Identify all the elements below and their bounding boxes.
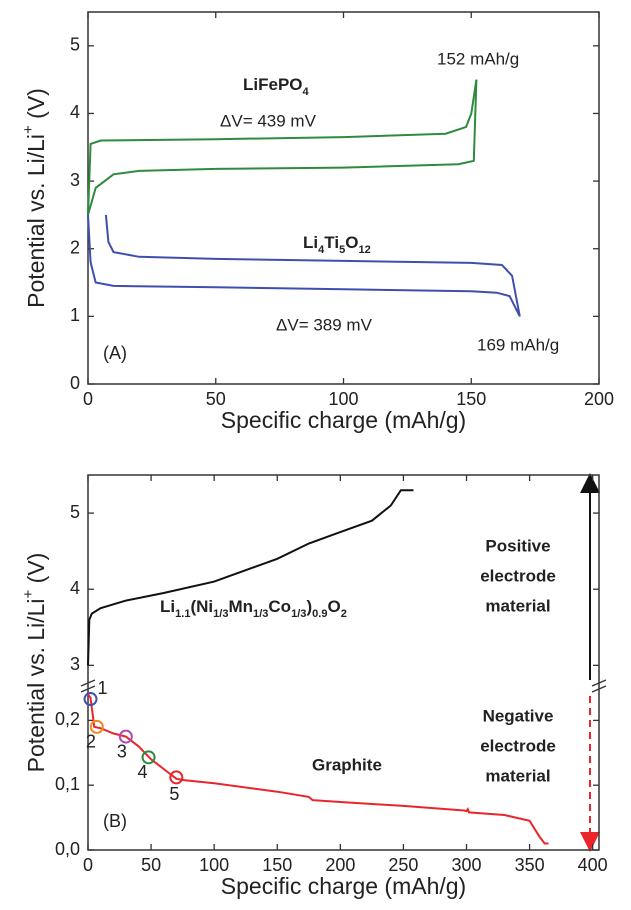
- x-tick-label: 150: [456, 389, 486, 409]
- annotation: Negative: [483, 706, 554, 725]
- x-tick-label: 100: [199, 855, 229, 875]
- text-run: (V): [23, 88, 49, 125]
- point-marker: [118, 729, 133, 744]
- text-run: 2: [341, 608, 347, 620]
- annotation: Li4Ti5O12: [303, 233, 371, 255]
- data-line: [87, 79, 478, 216]
- annotation: material: [485, 766, 550, 785]
- panel-label: (B): [103, 811, 127, 831]
- text-run: LiFePO: [243, 75, 303, 94]
- y-tick-label: 0,0: [55, 839, 80, 859]
- x-tick-label: 100: [328, 389, 358, 409]
- text-run: Mn: [229, 597, 254, 616]
- x-tick-label: 400: [578, 855, 608, 875]
- panel-label: (A): [103, 343, 127, 363]
- x-tick-label: 200: [584, 389, 614, 409]
- y-tick-label: 0,2: [55, 709, 80, 729]
- text-run: (Ni: [190, 597, 213, 616]
- x-axis-title: Specific charge (mAh/g): [221, 407, 466, 433]
- data-line: [87, 79, 478, 215]
- annotation: ΔV= 389 mV: [276, 315, 373, 334]
- point-marker: [83, 692, 98, 707]
- annotation: Graphite: [312, 755, 382, 774]
- annotation: ΔV= 439 mV: [220, 111, 317, 130]
- annotation: Positive: [485, 536, 550, 555]
- annotation: electrode: [480, 566, 556, 585]
- text-run: 0.9: [312, 608, 327, 620]
- y-axis-title: Potential vs. Li/Li+ (V): [20, 88, 49, 308]
- annotation: LiFePO4: [243, 75, 310, 97]
- point-label: 2: [86, 732, 96, 752]
- y-tick-label: 0: [70, 373, 80, 393]
- point-label: 5: [169, 784, 179, 804]
- x-axis-title: Specific charge (mAh/g): [221, 873, 466, 899]
- data-line: [104, 214, 521, 317]
- x-tick-label: 250: [388, 855, 418, 875]
- x-tick-label: 350: [515, 855, 545, 875]
- text-run: 5: [339, 244, 345, 256]
- x-tick-label: 50: [206, 389, 226, 409]
- text-run: 12: [358, 244, 370, 256]
- text-run: 4: [318, 244, 325, 256]
- x-tick-label: 200: [325, 855, 355, 875]
- text-run: +: [20, 590, 37, 599]
- y-tick-label: 3: [70, 170, 80, 190]
- y-tick-label: 4: [70, 578, 80, 598]
- text-run: Li: [160, 597, 175, 616]
- point-marker: [141, 750, 156, 765]
- annotation: electrode: [480, 736, 556, 755]
- y-axis-title: Potential vs. Li/Li+ (V): [20, 553, 49, 773]
- point-label: 4: [138, 762, 148, 782]
- text-run: (V): [23, 553, 49, 590]
- y-tick-label: 1: [70, 305, 80, 325]
- text-run: Potential vs. Li/Li: [23, 598, 49, 772]
- axis-break: [80, 685, 96, 693]
- axis-frame: [87, 474, 600, 851]
- point-marker: [89, 719, 104, 734]
- text-run: +: [20, 125, 37, 134]
- text-run: 1/3: [291, 608, 306, 620]
- text-run: 1/3: [213, 608, 228, 620]
- data-line: [87, 693, 549, 845]
- y-tick-label: 4: [70, 102, 80, 122]
- axis-break: [591, 685, 607, 693]
- y-tick-label: 3: [70, 654, 80, 674]
- text-run: ): [306, 597, 312, 616]
- text-run: Potential vs. Li/Li: [23, 134, 49, 308]
- x-tick-label: 0: [83, 389, 93, 409]
- x-tick-label: 0: [83, 855, 93, 875]
- text-run: Co: [268, 597, 291, 616]
- y-tick-label: 5: [70, 35, 80, 55]
- text-run: O: [345, 233, 358, 252]
- annotation: 169 mAh/g: [477, 335, 559, 354]
- point-label: 3: [117, 741, 127, 761]
- text-run: 1.1: [175, 608, 190, 620]
- y-tick-label: 5: [70, 502, 80, 522]
- y-tick-label: 2: [70, 237, 80, 257]
- axis-break: [80, 679, 96, 687]
- x-tick-label: 150: [262, 855, 292, 875]
- annotation: material: [485, 596, 550, 615]
- annotation: Li1.1(Ni1/3Mn1/3Co1/3)0.9O2: [160, 597, 347, 619]
- text-run: Li: [303, 233, 318, 252]
- data-line: [87, 489, 414, 666]
- text-run: 1/3: [253, 608, 268, 620]
- text-run: 4: [303, 86, 310, 98]
- data-line: [87, 214, 521, 317]
- x-tick-label: 300: [451, 855, 481, 875]
- annotation: 152 mAh/g: [437, 49, 519, 68]
- point-marker: [169, 770, 184, 785]
- text-run: O: [327, 597, 340, 616]
- x-tick-label: 50: [141, 855, 161, 875]
- text-run: Ti: [324, 233, 339, 252]
- axis-break: [591, 679, 607, 687]
- y-tick-label: 0,1: [55, 774, 80, 794]
- point-label: 1: [98, 678, 108, 698]
